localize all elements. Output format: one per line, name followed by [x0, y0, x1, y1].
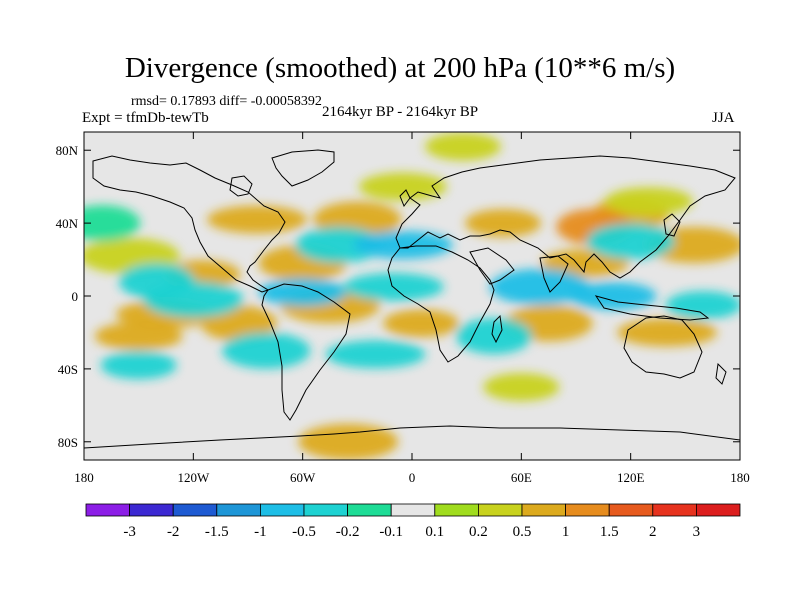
- colorbar-box: [216, 503, 261, 517]
- coast-arabia: [469, 247, 515, 285]
- field-blob: [604, 187, 693, 216]
- coast-greenland: [271, 149, 335, 187]
- field-blob: [456, 318, 532, 355]
- colorbar-label: -2: [167, 524, 180, 540]
- colorbar-box: [347, 503, 392, 517]
- coast-africa: [387, 245, 495, 363]
- field-blob: [222, 332, 311, 369]
- field-blob: [586, 223, 675, 260]
- period-label: 2164kyr BP - 2164kyr BP: [322, 104, 479, 120]
- chart-title: Divergence (smoothed) at 200 hPa (10**6 …: [124, 52, 676, 84]
- colorbar-box: [565, 503, 610, 517]
- y-tick-label: 40S: [58, 362, 78, 377]
- field-blob: [84, 205, 141, 242]
- y-tick-label: 0: [72, 289, 79, 304]
- colorbar-box: [652, 503, 697, 517]
- experiment-label: Expt = tfmDb-tewTb: [82, 110, 209, 126]
- coast-south-america: [261, 283, 351, 421]
- coast-north-america: [92, 155, 286, 293]
- x-tick-label: 180: [730, 470, 750, 485]
- y-tick-label: 80N: [56, 143, 79, 158]
- field-blob: [617, 318, 718, 347]
- colorbar-box: [390, 503, 436, 517]
- colorbar-box: [608, 503, 654, 517]
- colorbar-label: -1: [254, 524, 267, 540]
- field-blob: [100, 351, 177, 380]
- coast-europe-asia: [395, 155, 736, 279]
- coast-antarctica: [84, 425, 740, 449]
- coast-india: [539, 255, 569, 293]
- colorbar-label: 3: [693, 524, 701, 540]
- colorbar-label: -0.1: [379, 524, 403, 540]
- season-label: JJA: [712, 110, 735, 126]
- colorbar-label: 0.2: [469, 524, 488, 540]
- field-blob: [483, 373, 560, 402]
- field-blob: [465, 209, 542, 238]
- field-blob: [568, 282, 657, 310]
- colorbar-box: [129, 503, 174, 517]
- colorbar-label: 0.5: [513, 524, 532, 540]
- field-blob: [94, 322, 183, 351]
- colorbar-box: [477, 503, 523, 517]
- colorbar: -3 -2 -1.5 -1 -0.5 -0.2 -0.1 0.1 0.2 0.5 1 1.5 2 3: [85, 503, 741, 540]
- x-tick-label: 60E: [511, 470, 532, 485]
- field-blob: [425, 132, 502, 161]
- colorbar-box: [696, 503, 741, 517]
- coast-new-zealand: [715, 362, 727, 385]
- y-axis-ticks: 80N 40N 0 40S 80S: [56, 143, 740, 450]
- colorbar-label: -0.2: [336, 524, 360, 540]
- field-blob: [665, 291, 740, 320]
- stats-text: rmsd= 0.17893 diff= -0.00058392: [131, 94, 322, 109]
- coastlines: [84, 149, 740, 449]
- coast-hudson-bay: [229, 175, 253, 197]
- coast-indonesia: [594, 295, 710, 321]
- divergence-fields: [84, 132, 740, 460]
- coast-australia: [623, 315, 703, 379]
- x-tick-label: 120E: [617, 470, 645, 485]
- colorbar-label: 2: [649, 524, 657, 540]
- field-blob: [207, 205, 308, 234]
- colorbar-box: [434, 503, 479, 517]
- colorbar-label: 0.1: [425, 524, 444, 540]
- field-blob: [489, 268, 590, 305]
- x-axis-ticks: 180 120W 60W 0 60E 120E 180: [74, 132, 750, 485]
- field-blob: [383, 309, 460, 338]
- y-tick-label: 40N: [56, 216, 79, 231]
- field-blob: [325, 340, 426, 369]
- colorbar-label: 1.5: [600, 524, 619, 540]
- coast-uk: [399, 189, 411, 208]
- colorbar-box: [259, 503, 305, 517]
- colorbar-box: [85, 503, 130, 517]
- x-tick-label: 60W: [290, 470, 316, 485]
- colorbar-label: -3: [123, 524, 136, 540]
- field-blob: [295, 226, 384, 263]
- x-tick-label: 120W: [177, 470, 210, 485]
- coast-madagascar: [491, 314, 503, 344]
- coast-japan: [663, 213, 681, 237]
- field-blob: [298, 423, 399, 460]
- colorbar-label: -1.5: [205, 524, 229, 540]
- x-tick-label: 180: [74, 470, 94, 485]
- x-tick-label: 0: [409, 470, 416, 485]
- field-blob: [352, 230, 453, 259]
- field-blob: [143, 281, 244, 318]
- colorbar-box: [303, 503, 348, 517]
- colorbar-box: [521, 503, 566, 517]
- colorbar-label: -0.5: [292, 524, 316, 540]
- colorbar-box: [172, 503, 218, 517]
- colorbar-label: 1: [562, 524, 570, 540]
- y-tick-label: 80S: [58, 435, 78, 450]
